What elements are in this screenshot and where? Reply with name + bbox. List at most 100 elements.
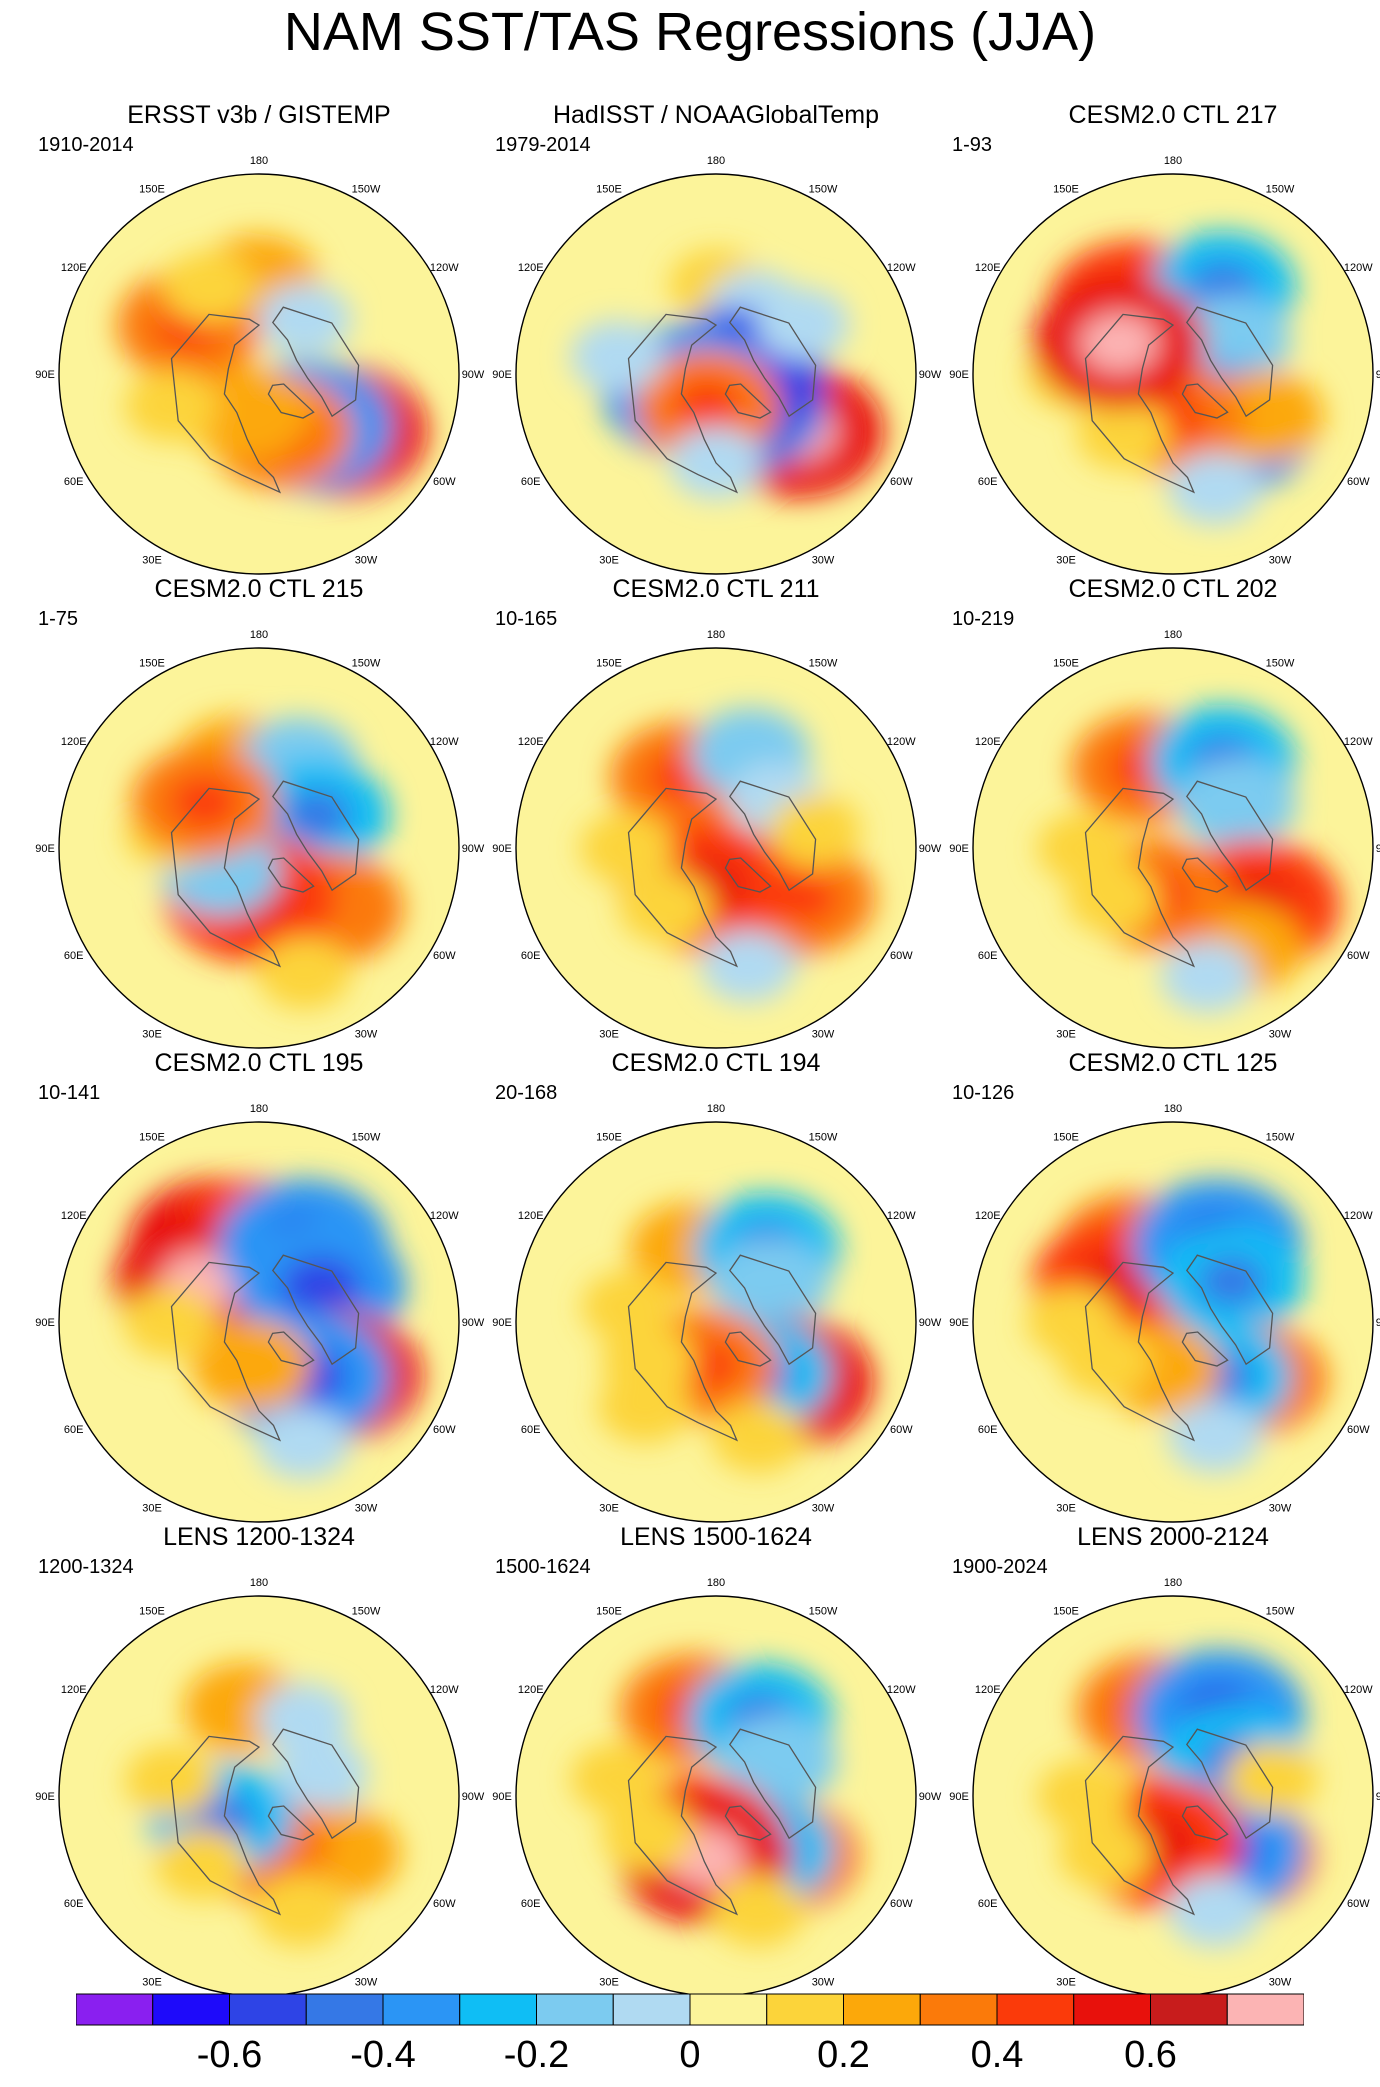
colorbar-swatch	[996, 1993, 1075, 2026]
anomaly-region	[710, 1237, 831, 1330]
coastline	[1185, 306, 1274, 418]
longitude-tick-label: 90E	[949, 843, 969, 855]
map-border	[972, 173, 1374, 575]
polar-map: 180150E120E90E60E30E030W60W90W120W150W	[949, 155, 1380, 575]
coastline	[728, 306, 817, 418]
map-border	[58, 1121, 460, 1523]
coastline	[1185, 780, 1274, 892]
longitude-tick-label: 30E	[599, 1028, 619, 1040]
panel-period: 1500-1624	[495, 1556, 591, 1578]
longitude-tick-label: 60W	[890, 1898, 913, 1910]
colorbar-swatch	[459, 1993, 537, 2026]
coastline	[271, 306, 360, 418]
longitude-tick-label: 120W	[430, 262, 459, 274]
panel-title: CESM2.0 CTL 211	[612, 575, 820, 603]
longitude-tick-label: 120E	[518, 1684, 544, 1696]
longitude-tick-label: 150E	[1053, 658, 1079, 670]
longitude-tick-label: 90W	[1376, 1791, 1380, 1803]
anomaly-region	[256, 1407, 350, 1480]
map-panel: CESM2.0 CTL 195 180150E120E90E60E30E030W6…	[30, 1048, 488, 1524]
panel-title: LENS 1200-1324	[163, 1523, 355, 1551]
coastline	[170, 1735, 282, 1916]
anomaly-region	[257, 937, 352, 1010]
longitude-tick-label: 30W	[355, 554, 378, 566]
longitude-tick-label: 60W	[433, 1424, 456, 1436]
longitude-tick-label: 120E	[61, 736, 87, 748]
longitude-tick-label: 90W	[1376, 1317, 1380, 1329]
longitude-tick-label: 180	[1164, 1103, 1182, 1115]
polar-map: 180150E120E90E60E30E030W60W90W120W150W	[949, 1577, 1380, 1997]
anomaly-region	[711, 1874, 805, 1947]
panel-period: 1900-2024	[952, 1556, 1048, 1578]
longitude-tick-label: 30E	[142, 1976, 162, 1988]
longitude-tick-label: 60E	[978, 950, 998, 962]
anomaly-core	[170, 777, 239, 828]
longitude-tick-label: 90W	[1376, 843, 1380, 855]
coastline	[267, 857, 315, 893]
polar-map: 180150E120E90E60E30E030W60W90W120W150W	[35, 1577, 485, 1997]
anomaly-region	[155, 1828, 249, 1901]
longitude-tick-label: 60E	[521, 476, 541, 488]
longitude-tick-label: 120E	[975, 1210, 1001, 1222]
colorbar-swatch	[843, 1993, 921, 2026]
anomaly-region	[192, 367, 312, 460]
anomaly-region	[597, 1371, 692, 1444]
colorbar-swatch	[536, 1993, 614, 2026]
panel-period: 10-126	[952, 1082, 1015, 1104]
longitude-tick-label: 150W	[1266, 184, 1295, 196]
coastline	[1084, 1735, 1196, 1916]
longitude-tick-label: 150W	[352, 1606, 381, 1618]
colorbar-tick-label: 0.4	[970, 2034, 1024, 2076]
coastline	[724, 1331, 772, 1367]
longitude-tick-label: 30E	[1056, 1976, 1076, 1988]
colorbar-tick-label: 0.6	[1124, 2034, 1177, 2076]
longitude-tick-label: 60W	[1347, 476, 1370, 488]
anomaly-region	[253, 1874, 348, 1947]
anomaly-region	[570, 1742, 665, 1815]
panel-title: ERSST v3b / GISTEMP	[127, 101, 391, 129]
anomaly-region	[1170, 294, 1291, 387]
anomaly-region	[1224, 1742, 1319, 1815]
polar-map: 180150E120E90E60E30E030W60W90W120W150W	[35, 1103, 485, 1523]
panel-period: 1-93	[952, 134, 993, 156]
longitude-tick-label: 60E	[978, 476, 998, 488]
anomaly-region	[700, 930, 795, 1003]
anomaly-core	[281, 1256, 361, 1317]
longitude-tick-label: 30E	[1056, 1502, 1076, 1514]
longitude-tick-label: 60E	[64, 1898, 84, 1910]
coastline	[271, 780, 360, 892]
polar-map: 180150E120E90E60E30E030W60W90W120W150W	[35, 629, 485, 1049]
longitude-tick-label: 180	[1164, 629, 1182, 641]
panel-title: HadISST / NOAAGlobalTemp	[552, 101, 880, 129]
longitude-tick-label: 120E	[975, 1684, 1001, 1696]
longitude-tick-label: 150W	[352, 184, 381, 196]
anomaly-region	[1160, 940, 1255, 1013]
longitude-tick-label: 90W	[462, 1791, 485, 1803]
longitude-tick-label: 30W	[1269, 554, 1292, 566]
panel-title: CESM2.0 CTL 215	[154, 575, 364, 603]
coastline	[1181, 1805, 1229, 1841]
polar-map: 180150E120E90E60E30E030W60W90W120W150W	[35, 155, 485, 575]
panel-period: 1979-2014	[495, 134, 591, 156]
longitude-tick-label: 150E	[1053, 1132, 1079, 1144]
longitude-tick-label: 60W	[890, 950, 913, 962]
longitude-tick-label: 150W	[1266, 1606, 1295, 1618]
panel-period: 20-168	[495, 1082, 558, 1104]
longitude-tick-label: 90W	[919, 843, 942, 855]
longitude-tick-label: 30W	[1269, 1976, 1292, 1988]
colorbar-tick-label: 0	[679, 2034, 701, 2076]
colorbar-swatch	[766, 1993, 844, 2026]
longitude-tick-label: 60E	[64, 476, 84, 488]
coastline	[724, 857, 772, 893]
longitude-tick-label: 150E	[139, 184, 165, 196]
longitude-tick-label: 120W	[887, 1210, 916, 1222]
longitude-tick-label: 120W	[1344, 262, 1373, 274]
longitude-tick-label: 90E	[35, 1317, 55, 1329]
map-panel: LENS 1500-1624180150E120E90E60E30E030W60…	[487, 1522, 945, 1998]
map-panel: LENS 2000-2124180150E120E90E60E30E030W60…	[944, 1522, 1380, 1998]
colorbar	[76, 1993, 1304, 2026]
anomaly-region	[256, 1683, 351, 1755]
longitude-tick-label: 150E	[139, 1132, 165, 1144]
coastline	[170, 787, 282, 968]
panel-title: CESM2.0 CTL 195	[154, 1049, 364, 1077]
